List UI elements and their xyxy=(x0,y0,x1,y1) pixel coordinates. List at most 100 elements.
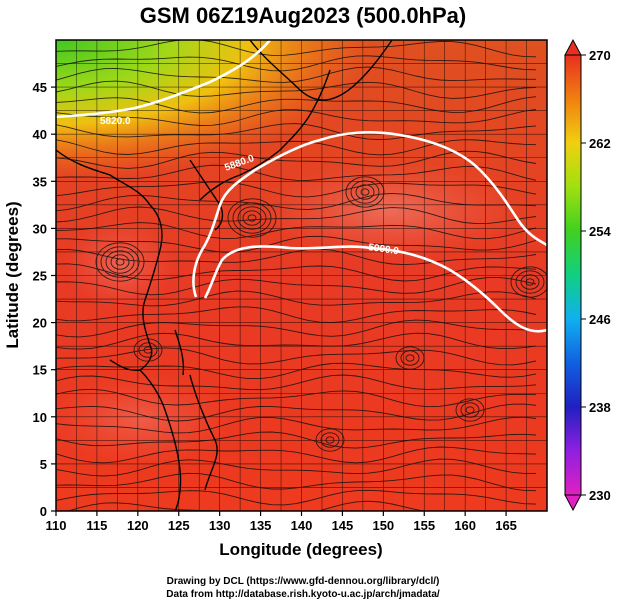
colorbar-tick-label: 246 xyxy=(589,312,611,327)
x-tick-label: 135 xyxy=(250,518,272,533)
vortex-ring xyxy=(455,398,485,422)
streamline xyxy=(56,416,537,434)
y-tick-label: 35 xyxy=(33,174,47,189)
vortex-ring xyxy=(110,254,130,270)
streamline xyxy=(56,319,537,338)
x-tick-label: 145 xyxy=(332,518,354,533)
warm-region-south xyxy=(56,375,230,465)
vortex-ring xyxy=(395,346,425,370)
y-tick-label: 40 xyxy=(33,127,47,142)
streamline xyxy=(56,96,537,114)
streamline xyxy=(56,446,537,464)
y-tick-label: 45 xyxy=(33,80,47,95)
streamline xyxy=(56,403,537,422)
streamline xyxy=(56,164,537,181)
vortex-ring xyxy=(105,250,135,274)
coastlines xyxy=(56,40,393,511)
streamline xyxy=(56,500,426,511)
x-tick-label: 120 xyxy=(127,518,149,533)
streamline xyxy=(56,181,537,198)
vortex-ring xyxy=(360,188,370,196)
y-tick-label: 5 xyxy=(40,457,47,472)
vortex-ring xyxy=(510,266,547,298)
streamline xyxy=(56,277,537,296)
x-axis-label: Longitude (degrees) xyxy=(219,540,382,559)
vortex-ring xyxy=(95,242,145,282)
vortex-ring xyxy=(237,206,267,230)
vortex-ring xyxy=(345,176,385,208)
x-tick-label: 155 xyxy=(413,518,435,533)
coast-philippines xyxy=(189,374,218,491)
streamline xyxy=(56,374,537,391)
streamline xyxy=(56,362,537,380)
streamline xyxy=(56,235,537,253)
colorbar-tick-label: 230 xyxy=(589,488,611,503)
streamline xyxy=(56,489,537,506)
vortex-ring xyxy=(100,246,140,278)
streamline xyxy=(56,347,537,366)
y-axis-ticks: 0 5 10 15 20 25 30 35 40 45 xyxy=(33,80,56,519)
colorbar-tick-label: 262 xyxy=(589,136,611,151)
streamline xyxy=(56,431,537,449)
colorbar-min-arrow xyxy=(564,494,582,512)
colorbar-tick-label: 254 xyxy=(589,224,611,239)
vortex-ring xyxy=(247,214,257,222)
x-tick-label: 115 xyxy=(86,518,107,533)
coast-china xyxy=(56,149,163,372)
vortex-ring xyxy=(350,180,380,204)
colorbar-bar xyxy=(564,54,582,496)
contour-5880 xyxy=(192,130,547,298)
contour-label-5900: 5900.0 xyxy=(368,242,400,257)
x-tick-label: 130 xyxy=(209,518,231,533)
vortex-ring xyxy=(515,270,545,294)
coast-japan xyxy=(199,69,331,201)
vortex-ring xyxy=(227,198,277,238)
streamline xyxy=(56,332,537,350)
vortex-ring xyxy=(115,258,125,266)
vortex-ring xyxy=(325,436,335,444)
vortex-ring xyxy=(320,432,340,448)
streamline xyxy=(56,40,537,58)
y-axis-label: Latitude (degrees) xyxy=(3,201,22,348)
streamline xyxy=(56,192,537,212)
contour-label-5820: 5820.0 xyxy=(100,116,131,127)
vortex-ring xyxy=(355,184,375,200)
map-title: GSM 06Z19Aug2023 (500.0hPa) xyxy=(140,3,466,28)
streamline xyxy=(56,458,537,477)
credit-data: Data from http://database.rish.kyoto-u.a… xyxy=(166,589,440,600)
contour-5900 xyxy=(203,245,547,333)
vortex-ring xyxy=(405,354,415,362)
vortex-ring xyxy=(400,350,420,366)
streamline xyxy=(56,206,537,225)
vortex-ring xyxy=(138,342,158,358)
y-tick-label: 15 xyxy=(33,363,47,378)
x-tick-label: 160 xyxy=(454,518,476,533)
vortex-ring xyxy=(460,402,480,418)
streamline xyxy=(56,222,537,240)
plot-area: 5820.0 5880.0 5900.0 xyxy=(56,40,547,511)
y-tick-label: 30 xyxy=(33,221,47,236)
vortex-ring xyxy=(520,274,540,290)
streamline xyxy=(56,123,537,141)
x-tick-label: 125 xyxy=(168,518,190,533)
streamline xyxy=(56,472,537,492)
coast-sakhalin xyxy=(249,40,393,101)
y-tick-label: 25 xyxy=(33,269,47,284)
x-tick-label: 110 xyxy=(46,518,67,533)
x-tick-label: 150 xyxy=(372,518,394,533)
colorbar-tick-label: 270 xyxy=(589,48,611,63)
vortex-ring xyxy=(465,406,475,414)
streamline xyxy=(56,139,537,156)
vortex-ring xyxy=(525,278,535,286)
y-tick-label: 0 xyxy=(40,504,47,519)
colorbar-max-arrow xyxy=(564,38,582,56)
coast-taiwan xyxy=(174,329,185,376)
x-axis-ticks: 110 115 120 125 130 135 140 145 150 155 160 165 xyxy=(46,511,517,533)
credit-drawing: Drawing by DCL (https://www.gfd-dennou.o… xyxy=(167,576,440,587)
streamline xyxy=(56,248,537,266)
x-tick-label: 165 xyxy=(495,518,517,533)
vortex-ring xyxy=(242,210,262,226)
streamline xyxy=(56,55,537,72)
streamline xyxy=(56,306,537,324)
